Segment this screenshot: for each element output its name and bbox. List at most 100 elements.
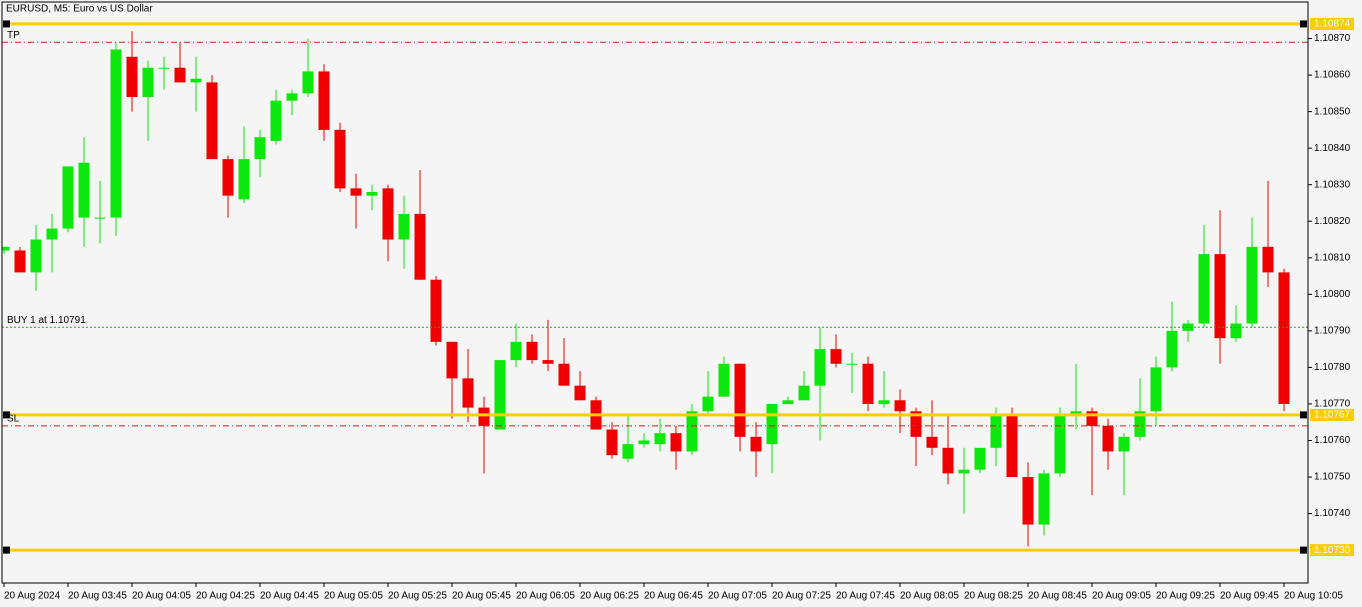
candle-body	[206, 82, 218, 160]
x-tick-label: 20 Aug 04:25	[196, 591, 255, 602]
candle-body	[254, 137, 266, 160]
candle-body	[446, 341, 458, 379]
level-handle	[1300, 20, 1307, 28]
candle-body	[1278, 272, 1290, 404]
level-label: TP	[7, 30, 20, 41]
candle-body	[670, 433, 682, 452]
candle-body	[638, 440, 650, 445]
x-tick-label: 20 Aug 03:45	[68, 591, 127, 602]
candle-body	[62, 166, 74, 229]
candle-body	[110, 49, 122, 218]
candle-body	[894, 400, 906, 412]
level-handle	[3, 546, 10, 554]
candle-body	[478, 407, 490, 426]
candle-body	[702, 396, 714, 412]
y-tick-label: 1.10850	[1314, 106, 1351, 117]
candle-body	[814, 349, 826, 386]
candle-body	[686, 411, 698, 452]
candle-body	[366, 192, 378, 196]
candle-body	[830, 349, 842, 364]
x-tick-label: 20 Aug 05:25	[388, 591, 447, 602]
candle-body	[1054, 414, 1066, 474]
x-tick-label: 20 Aug 05:05	[324, 591, 383, 602]
candle-body	[238, 159, 250, 200]
candle-body	[14, 250, 26, 273]
candle-body	[1022, 477, 1034, 525]
candle-body	[382, 188, 394, 240]
candle-body	[926, 436, 938, 448]
candle-body	[1086, 411, 1098, 426]
candle-body	[334, 129, 346, 189]
plot-area	[2, 20, 1308, 554]
level-handle	[3, 20, 10, 28]
x-tick-label: 20 Aug 10:05	[1284, 591, 1343, 602]
candle-body	[734, 363, 746, 437]
candle-body	[430, 279, 442, 342]
x-tick-label: 20 Aug 2024	[4, 591, 61, 602]
x-tick-label: 20 Aug 09:05	[1092, 591, 1151, 602]
level-label: SL	[7, 414, 20, 425]
candle-body	[766, 403, 778, 445]
candle-body	[718, 363, 730, 397]
x-tick-label: 20 Aug 08:05	[900, 591, 959, 602]
y-tick-label: 1.10740	[1314, 508, 1351, 519]
level-axis-label: 1.10874	[1314, 19, 1351, 30]
level-handle	[3, 411, 10, 419]
candle-body	[846, 363, 858, 365]
candle-body	[574, 385, 586, 401]
candle-body	[126, 56, 138, 98]
candle-body	[942, 447, 954, 474]
x-tick-label: 20 Aug 08:45	[1028, 591, 1087, 602]
candle-body	[1150, 367, 1162, 412]
y-tick-label: 1.10810	[1314, 252, 1351, 263]
candle-body	[1134, 411, 1146, 437]
x-tick-label: 20 Aug 09:25	[1156, 591, 1215, 602]
x-tick-label: 20 Aug 08:25	[964, 591, 1023, 602]
candle-body	[1038, 473, 1050, 525]
x-tick-label: 20 Aug 04:45	[260, 591, 319, 602]
candle-body	[350, 188, 362, 196]
level-axis-box	[1310, 408, 1354, 421]
level-axis-box	[1310, 17, 1354, 30]
y-tick-label: 1.10830	[1314, 179, 1351, 190]
candle-body	[1262, 246, 1274, 273]
candle-body	[974, 447, 986, 470]
candle-body	[510, 341, 522, 361]
candle-body	[958, 469, 970, 474]
x-tick-label: 20 Aug 06:25	[580, 591, 639, 602]
candle-body	[750, 436, 762, 452]
candle-body	[414, 213, 426, 280]
y-tick-label: 1.10870	[1314, 33, 1351, 44]
candle-body	[990, 414, 1002, 448]
level-handle	[1300, 546, 1307, 554]
candle-body	[142, 67, 154, 98]
level-label: BUY 1 at 1.10791	[7, 315, 86, 326]
candle-body	[30, 239, 42, 273]
level-axis-label: 1.10767	[1314, 410, 1351, 421]
candle-body	[222, 159, 234, 196]
candle-body	[286, 93, 298, 101]
level-handle	[1300, 411, 1307, 419]
y-tick-label: 1.10860	[1314, 70, 1351, 81]
candle-body	[270, 100, 282, 141]
candle-body	[2, 246, 10, 251]
candle-body	[910, 411, 922, 437]
candle-body	[462, 378, 474, 408]
x-tick-label: 20 Aug 07:25	[772, 591, 831, 602]
level-axis-box	[1310, 544, 1354, 557]
y-tick-label: 1.10820	[1314, 216, 1351, 227]
candle-body	[158, 67, 170, 69]
candle-body	[622, 444, 634, 459]
candle-body	[798, 385, 810, 401]
candle-body	[1102, 425, 1114, 452]
candle-body	[174, 67, 186, 83]
candle-body	[1118, 436, 1130, 452]
candle-body	[190, 78, 202, 83]
candle-body	[318, 71, 330, 130]
x-tick-label: 20 Aug 04:05	[132, 591, 191, 602]
candle-body	[878, 400, 890, 404]
candle-body	[1070, 411, 1082, 415]
candle-body	[542, 360, 554, 364]
